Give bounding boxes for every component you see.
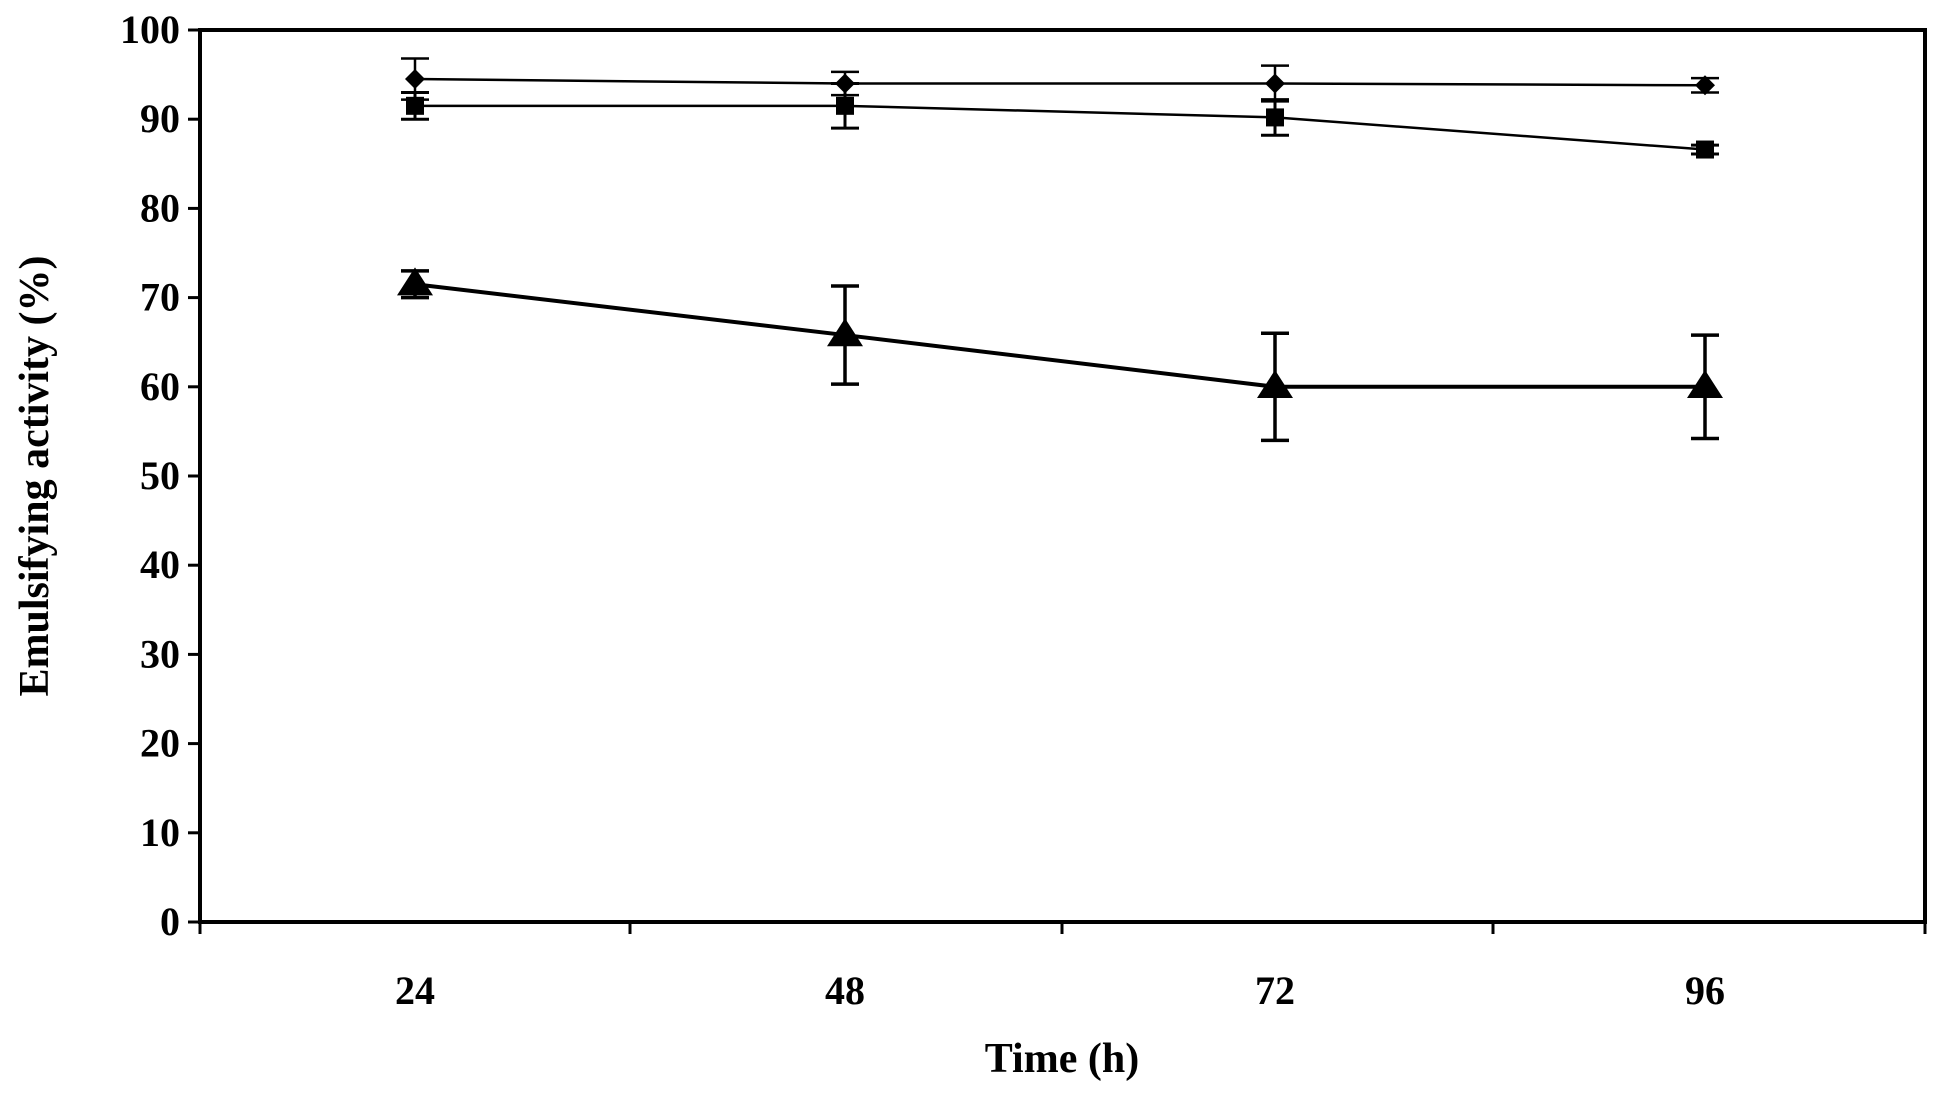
y-tick-label: 70 — [140, 275, 180, 320]
data-point-diamond — [1265, 73, 1285, 94]
x-tick-label: 96 — [1685, 968, 1725, 1013]
x-tick-label: 48 — [825, 968, 865, 1013]
plot-frame — [198, 28, 1927, 924]
data-point-square — [1266, 108, 1284, 127]
x-axis-title: Time (h) — [985, 1036, 1139, 1082]
y-axis: 0 10 20 30 40 50 60 70 80 90 100 — [120, 7, 200, 944]
x-tick-label: 24 — [395, 968, 435, 1013]
y-tick-label: 10 — [140, 810, 180, 855]
series-layer — [397, 57, 1723, 443]
data-point-triangle — [1257, 370, 1293, 398]
data-point-triangle — [1687, 370, 1723, 398]
series-line — [414, 77, 1706, 87]
x-tick-label: 72 — [1255, 968, 1295, 1013]
data-point-square — [836, 96, 854, 115]
data-point-triangle — [827, 318, 863, 347]
series-square — [401, 82, 1719, 159]
y-tick-label: 80 — [140, 185, 180, 230]
data-point-diamond — [1695, 75, 1715, 96]
data-point-square — [406, 96, 424, 115]
y-tick-label: 100 — [120, 7, 180, 52]
y-tick-label: 30 — [140, 631, 180, 676]
y-tick-label: 20 — [140, 721, 180, 766]
data-point-triangle — [397, 267, 433, 296]
data-point-diamond — [405, 69, 425, 90]
y-tick-label: 60 — [140, 364, 180, 409]
data-point-square — [1696, 140, 1714, 159]
y-tick-label: 50 — [140, 453, 180, 498]
x-axis: 24 48 72 96 — [198, 922, 1927, 1013]
series-triangle — [397, 267, 1723, 443]
series-diamond — [401, 57, 1719, 103]
y-tick-label: 0 — [160, 899, 180, 944]
series-line — [414, 282, 1705, 389]
series-line — [415, 104, 1706, 151]
y-tick-label: 40 — [140, 542, 180, 587]
y-tick-label: 90 — [140, 96, 180, 141]
y-axis-title: Emulsifying activity (%) — [12, 256, 58, 697]
